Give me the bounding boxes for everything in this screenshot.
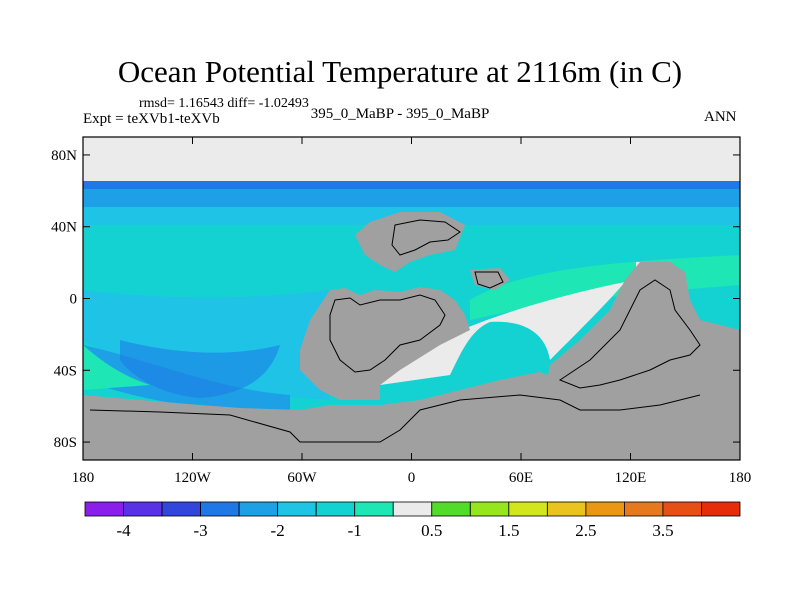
north-band-mid xyxy=(83,189,740,207)
colorbar-swatch xyxy=(277,501,317,517)
land-island xyxy=(680,348,705,365)
colorbar: -4 -3 -2 -1 0.5 1.5 2.5 3.5 xyxy=(84,501,741,540)
colorbar-swatch xyxy=(315,501,356,517)
colorbar-swatch xyxy=(469,501,510,517)
colorbar-swatch xyxy=(123,501,163,517)
south-band-deep xyxy=(120,340,280,398)
north-band-deep xyxy=(83,181,740,189)
colorbar-swatch xyxy=(161,501,201,517)
near-zero-wedge xyxy=(380,282,625,385)
plot-title: Ocean Potential Temperature at 2116m (in… xyxy=(117,54,683,89)
axis-ticks: 80N 40N 0 40S 80S 180 120W 60W 0 60E 120E 180 xyxy=(51,137,751,486)
stats-label: rmsd= 1.16543 diff= -1.02493 xyxy=(139,96,309,111)
colorbar-label: -4 xyxy=(116,521,131,540)
experiment-label: Expt = teXVb1-teXVb xyxy=(83,111,220,127)
colorbar-label: 2.5 xyxy=(575,521,596,540)
colorbar-swatch xyxy=(200,501,240,517)
lon-tick-label: 120E xyxy=(615,470,647,486)
colorbar-swatch xyxy=(392,501,433,517)
colorbar-label: 1.5 xyxy=(498,521,519,540)
lat-tick-label: 80N xyxy=(51,148,77,164)
lat-tick-label: 40N xyxy=(51,220,77,236)
lon-tick-label: 60E xyxy=(509,470,533,486)
colorbar-swatch xyxy=(508,501,548,517)
land-antarctica xyxy=(83,372,740,460)
colorbar-swatch xyxy=(238,501,279,517)
colorbar-label: 3.5 xyxy=(652,521,673,540)
land-masses xyxy=(83,212,740,460)
colorbar-label: -3 xyxy=(194,521,208,540)
season-label: ANN xyxy=(704,109,737,125)
colorbar-swatch xyxy=(662,501,702,517)
colorbar-swatch xyxy=(84,501,124,517)
case-label: 395_0_MaBP - 395_0_MaBP xyxy=(310,106,490,122)
south-band-teal xyxy=(83,345,150,390)
colorbar-label: -1 xyxy=(348,521,362,540)
lat-tick-label: 40S xyxy=(54,363,77,379)
lon-tick-label: 180 xyxy=(729,470,752,486)
lon-tick-label: 0 xyxy=(408,470,416,486)
lon-tick-label: 180 xyxy=(72,470,95,486)
south-band-light xyxy=(83,290,330,400)
colorbar-label: 0.5 xyxy=(421,521,442,540)
lon-tick-label: 120W xyxy=(174,470,212,486)
colorbar-swatch xyxy=(624,501,664,517)
coastlines xyxy=(89,219,701,443)
lat-tick-label: 0 xyxy=(70,292,78,308)
lat-tick-label: 80S xyxy=(54,435,77,451)
colorbar-swatch xyxy=(546,501,587,517)
colorbar-label: -2 xyxy=(271,521,285,540)
colorbar-swatch xyxy=(701,501,741,517)
land-south-america-africa xyxy=(300,287,470,400)
temperature-field xyxy=(83,137,740,460)
lon-tick-label: 60W xyxy=(287,470,317,486)
colorbar-swatch xyxy=(354,501,394,517)
colorbar-swatch xyxy=(585,501,625,517)
land-europe xyxy=(355,212,465,272)
arctic-region xyxy=(83,137,740,181)
colorbar-swatch xyxy=(431,501,471,517)
